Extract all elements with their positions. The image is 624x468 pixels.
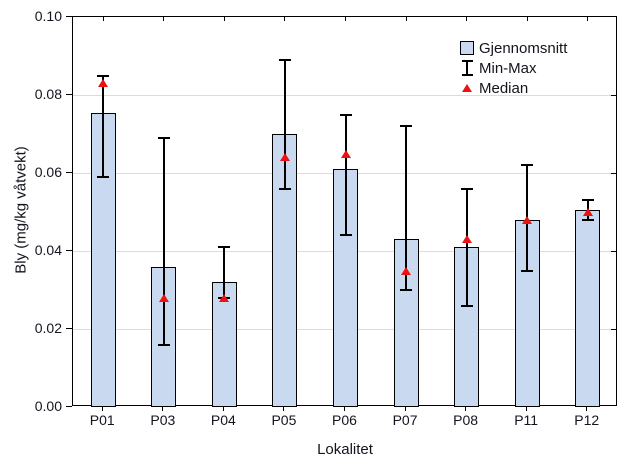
y-tick-label-0.02: 0.02 <box>34 320 62 336</box>
y-tick-label-0.00: 0.00 <box>34 398 62 414</box>
error-bar-max-cap-P04 <box>218 246 231 249</box>
error-bar-min-cap-P03 <box>157 343 170 346</box>
x-tick-top <box>223 17 225 21</box>
x-tick-bottom <box>404 406 406 411</box>
y-tick-left <box>66 15 72 17</box>
median-marker-P11 <box>522 215 533 224</box>
median-marker-P07 <box>401 266 412 275</box>
x-axis-title: Lokalitet <box>317 441 373 458</box>
error-bar-max-cap-P08 <box>460 187 473 190</box>
y-tick-right <box>611 94 616 96</box>
error-bar-line-P07 <box>405 126 408 290</box>
x-tick-label-P06: P06 <box>332 412 357 428</box>
error-bar-min-cap-P11 <box>521 269 534 272</box>
x-tick-top <box>466 17 468 21</box>
median-marker-P06 <box>340 149 351 158</box>
error-bar-min-cap-P07 <box>400 289 413 291</box>
error-bar-min-cap-P08 <box>460 304 473 307</box>
y-tick-label-0.10: 0.10 <box>34 8 62 24</box>
y-tick-left <box>66 93 72 95</box>
x-tick-bottom <box>283 406 285 411</box>
plot-area <box>72 16 617 407</box>
x-tick-top <box>587 17 589 21</box>
bar-P11 <box>514 219 540 407</box>
bar-swatch-icon <box>458 41 476 55</box>
median-marker-P12 <box>582 208 593 216</box>
error-bar-line-P06 <box>344 114 347 236</box>
x-tick-label-P04: P04 <box>210 412 236 428</box>
x-tick-top <box>345 17 346 21</box>
error-bar-line-P08 <box>465 188 468 306</box>
y-tick-left <box>66 171 72 173</box>
median-marker-P05 <box>279 153 290 162</box>
error-bar-min-cap-P05 <box>278 187 291 190</box>
error-bar-max-cap-P05 <box>278 58 291 61</box>
x-tick-top <box>284 17 286 21</box>
x-tick-bottom <box>101 406 103 411</box>
median-marker-P08 <box>461 235 472 244</box>
triangle-icon <box>458 84 476 92</box>
error-bar-line-P01 <box>102 75 105 177</box>
x-tick-label-P01: P01 <box>89 412 115 428</box>
legend-label: Gjennomsnitt <box>479 39 568 57</box>
error-bar-line-P05 <box>283 59 286 189</box>
x-tick-label-P08: P08 <box>453 412 479 428</box>
legend-item-median: Median <box>458 78 567 98</box>
x-tick-bottom <box>162 406 164 411</box>
y-tick-label-0.08: 0.08 <box>34 86 62 102</box>
x-tick-label-P05: P05 <box>271 412 297 428</box>
legend: Gjennomsnitt Min-Max Median <box>458 38 567 98</box>
bar-P04 <box>211 282 237 407</box>
bar-P12 <box>575 210 601 407</box>
legend-label: Min-Max <box>479 59 537 77</box>
error-bar-min-cap-P06 <box>339 234 352 237</box>
x-tick-top <box>163 17 165 21</box>
legend-item-gjennomsnitt: Gjennomsnitt <box>458 38 567 58</box>
y-tick-left <box>66 327 72 329</box>
x-tick-label-P12: P12 <box>574 412 600 428</box>
x-tick-top <box>405 17 407 21</box>
x-tick-bottom <box>344 406 345 411</box>
error-bar-max-cap-P12 <box>581 199 594 202</box>
error-bar-max-cap-P11 <box>521 164 534 167</box>
x-tick-label-P07: P07 <box>392 412 418 428</box>
y-tick-right <box>611 250 616 252</box>
gridline <box>73 94 616 96</box>
y-tick-left <box>66 405 72 407</box>
median-marker-P03 <box>158 293 169 302</box>
y-tick-label-0.06: 0.06 <box>34 164 62 180</box>
y-tick-right <box>611 172 616 174</box>
error-bar-max-cap-P03 <box>157 136 170 139</box>
median-marker-P04 <box>219 293 230 302</box>
y-tick-right <box>611 328 616 330</box>
x-tick-top <box>526 17 528 21</box>
error-bar-min-cap-P01 <box>97 175 110 178</box>
error-bar-line-P03 <box>162 137 165 345</box>
x-tick-label-P11: P11 <box>514 412 539 428</box>
x-tick-top <box>102 17 104 21</box>
error-bar-icon <box>458 60 476 76</box>
y-tick-label-0.04: 0.04 <box>34 242 62 258</box>
error-bar-min-cap-P12 <box>581 218 594 221</box>
x-tick-bottom <box>525 406 527 411</box>
legend-label: Median <box>479 79 529 97</box>
error-bar-max-cap-P07 <box>400 125 413 128</box>
x-tick-bottom <box>222 406 224 411</box>
x-tick-bottom <box>465 406 467 411</box>
median-marker-P01 <box>98 79 109 88</box>
legend-item-minmax: Min-Max <box>458 58 567 78</box>
y-tick-left <box>66 249 72 251</box>
x-tick-bottom <box>586 406 588 411</box>
error-bar-line-P04 <box>223 247 226 298</box>
x-tick-label-P03: P03 <box>150 412 176 428</box>
error-bar-max-cap-P06 <box>339 113 352 116</box>
error-bar-max-cap-P01 <box>97 74 110 77</box>
